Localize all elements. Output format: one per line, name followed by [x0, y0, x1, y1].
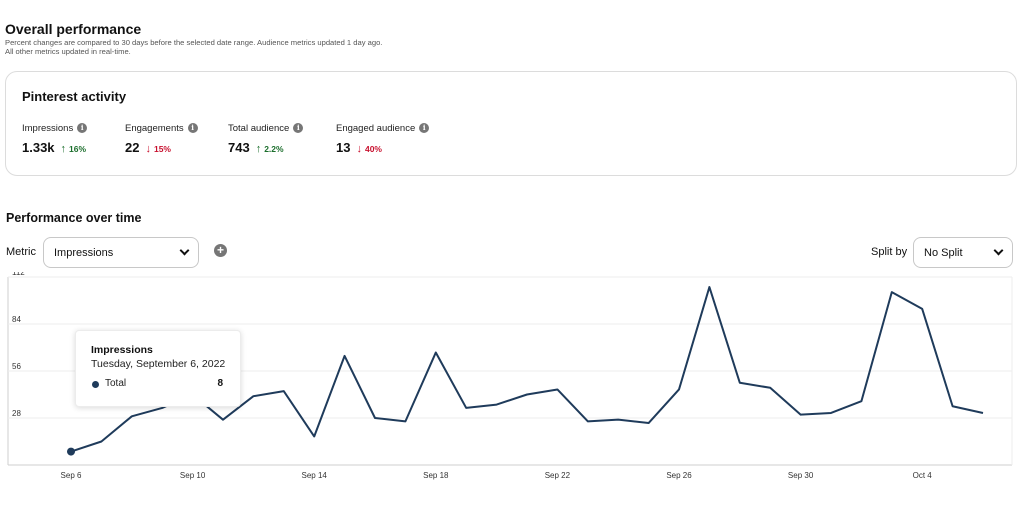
page-subtitle: Percent changes are compared to 30 days …: [5, 38, 383, 56]
metric-value: 13: [336, 140, 351, 155]
chevron-down-icon: [993, 245, 1004, 256]
split-select-value: No Split: [924, 246, 963, 259]
y-tick-label: 84: [12, 315, 21, 324]
x-tick-label: Sep 18: [423, 471, 449, 480]
metric-impressions: Impressions i 1.33k ↑ 16%: [22, 122, 88, 155]
arrow-down-icon: ↓: [356, 143, 362, 155]
tooltip-value: 8: [217, 378, 223, 389]
metric-label: Total audience: [228, 122, 290, 134]
y-tick-label: 56: [12, 362, 21, 371]
metric-change: ↓ 15%: [145, 143, 171, 155]
info-icon[interactable]: i: [187, 123, 198, 133]
arrow-up-icon: ↑: [60, 143, 67, 155]
metric-select[interactable]: Impressions: [43, 237, 199, 268]
metric-total-audience: Total audience i 743 ↑ 2.2%: [228, 122, 304, 155]
highlighted-point: [67, 447, 75, 456]
chevron-down-icon: [179, 245, 190, 256]
tooltip-date: Tuesday, September 6, 2022: [91, 358, 226, 370]
y-tick-label: 112: [12, 272, 25, 277]
info-icon[interactable]: i: [293, 123, 304, 133]
series-dot-icon: [92, 381, 99, 388]
x-tick-label: Oct 4: [913, 471, 933, 480]
metric-label: Engagements: [125, 122, 184, 134]
metric-change: ↑ 16%: [60, 143, 87, 155]
y-tick-label: 28: [12, 409, 21, 418]
metric-selector-label: Metric: [6, 246, 36, 258]
metric-label: Impressions: [22, 122, 74, 134]
series-line-impressions: [70, 286, 984, 453]
x-tick-label: Sep 6: [61, 471, 82, 480]
metric-engaged-audience: Engaged audience i 13 ↓ 40%: [336, 122, 430, 155]
activity-title: Pinterest activity: [22, 89, 127, 104]
info-icon[interactable]: i: [419, 123, 430, 133]
metric-value: 22: [125, 140, 140, 155]
arrow-up-icon: ↑: [255, 143, 262, 155]
metric-select-value: Impressions: [54, 246, 114, 259]
performance-title: Performance over time: [6, 211, 142, 225]
page-title: Overall performance: [5, 21, 142, 37]
pinterest-activity-card: Pinterest activity Impressions i 1.33k ↑…: [5, 71, 1017, 176]
arrow-down-icon: ↓: [145, 143, 151, 155]
metric-change: ↑ 2.2%: [255, 143, 284, 155]
tooltip-title: Impressions: [91, 344, 153, 356]
tooltip-series: Total: [105, 378, 127, 389]
info-icon[interactable]: i: [77, 123, 88, 133]
metric-value: 743: [228, 140, 250, 155]
x-tick-label: Sep 14: [302, 471, 328, 480]
x-tick-label: Sep 26: [666, 471, 692, 480]
add-metric-button[interactable]: +: [214, 244, 227, 257]
x-tick-label: Sep 30: [788, 471, 814, 480]
metric-value: 1.33k: [22, 140, 55, 155]
x-tick-label: Sep 22: [545, 471, 571, 480]
x-tick-label: Sep 10: [180, 471, 206, 480]
metric-label: Engaged audience: [336, 122, 416, 134]
split-by-label: Split by: [871, 246, 908, 258]
metric-engagements: Engagements i 22 ↓ 15%: [125, 122, 198, 155]
impressions-line-chart: 28 56 84 112 Sep 6 Sep 10 Sep 14 Sep 18 Sep 22 Se…: [7, 272, 1013, 480]
chart-tooltip: Impressions Tuesday, September 6, 2022 T…: [75, 330, 241, 407]
split-select[interactable]: No Split: [913, 237, 1013, 268]
metric-change: ↓ 40%: [356, 143, 382, 155]
